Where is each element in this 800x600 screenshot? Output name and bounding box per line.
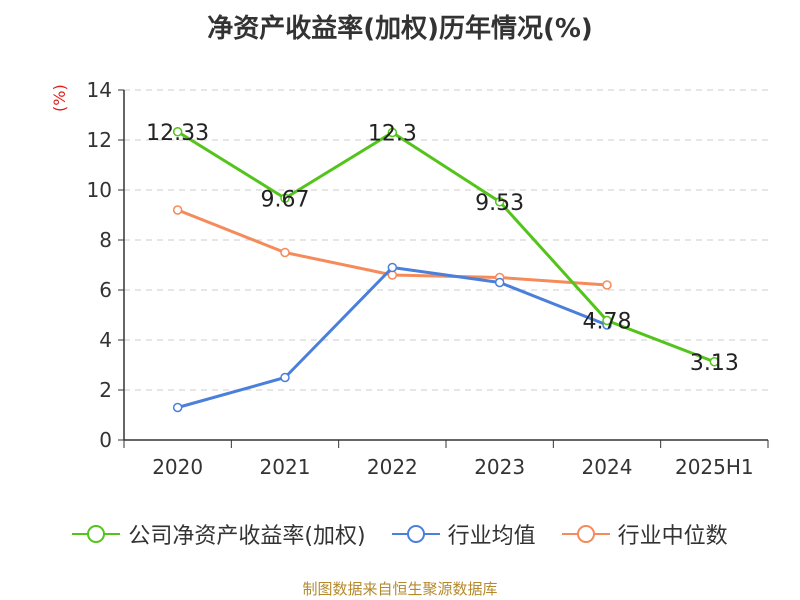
- data-point: [494, 197, 505, 207]
- data-label: 9.67: [261, 187, 310, 212]
- data-point: [387, 127, 398, 138]
- legend-marker-industry-median: [561, 525, 610, 543]
- data-point: [602, 315, 612, 326]
- legend-label-industry-median: 行业中位数: [617, 524, 728, 549]
- y-tick-label: 2: [99, 378, 112, 402]
- legend-label-company-roe: 公司净资产收益率(加权): [128, 524, 366, 549]
- data-label: 3.13: [690, 351, 739, 376]
- x-tick-label: 2021: [260, 455, 311, 479]
- data-point: [494, 277, 505, 288]
- chart-title: 净资产收益率(加权)历年情况(%): [207, 14, 593, 44]
- legend-label-industry-mean: 行业均值: [447, 524, 536, 549]
- x-tick-label: 2020: [152, 455, 203, 479]
- y-tick-label: 14: [87, 78, 112, 102]
- chart-legend: 公司净资产收益率(加权) 行业均值 行业中位数: [0, 518, 800, 550]
- data-point: [602, 280, 612, 290]
- series-line: [176, 130, 715, 364]
- legend-item-industry-median[interactable]: 行业中位数: [561, 518, 728, 550]
- data-point: [172, 402, 183, 413]
- x-tick-label: 2024: [582, 455, 633, 479]
- data-point: [280, 372, 290, 383]
- x-tick-label: 2025H1: [675, 455, 754, 479]
- y-tick-label: 8: [99, 228, 112, 252]
- data-point: [387, 262, 398, 273]
- y-tick-label: 0: [99, 428, 112, 452]
- legend-item-company-roe[interactable]: 公司净资产收益率(加权): [72, 518, 366, 550]
- legend-item-industry-mean[interactable]: 行业均值: [391, 518, 536, 550]
- data-label: 9.53: [475, 191, 524, 216]
- data-label: 12.3: [368, 122, 417, 147]
- legend-marker-industry-mean: [391, 525, 440, 543]
- data-point: [280, 193, 290, 203]
- data-point: [172, 127, 183, 137]
- legend-marker-company-roe: [72, 525, 121, 543]
- y-tick-label: 12: [87, 128, 112, 152]
- data-label: 12.33: [146, 121, 209, 146]
- x-tick-label: 2022: [367, 455, 418, 479]
- y-tick-label: 4: [99, 328, 112, 352]
- y-tick-label: 6: [99, 278, 112, 302]
- data-point: [280, 247, 290, 258]
- data-source-footer: 制图数据来自恒生聚源数据库: [302, 580, 498, 598]
- data-point: [172, 205, 183, 215]
- x-tick-label: 2023: [474, 455, 525, 479]
- data-point: [709, 357, 720, 367]
- series-line: [177, 266, 608, 409]
- data-label: 4.78: [583, 310, 632, 335]
- y-tick-label: 10: [87, 178, 112, 202]
